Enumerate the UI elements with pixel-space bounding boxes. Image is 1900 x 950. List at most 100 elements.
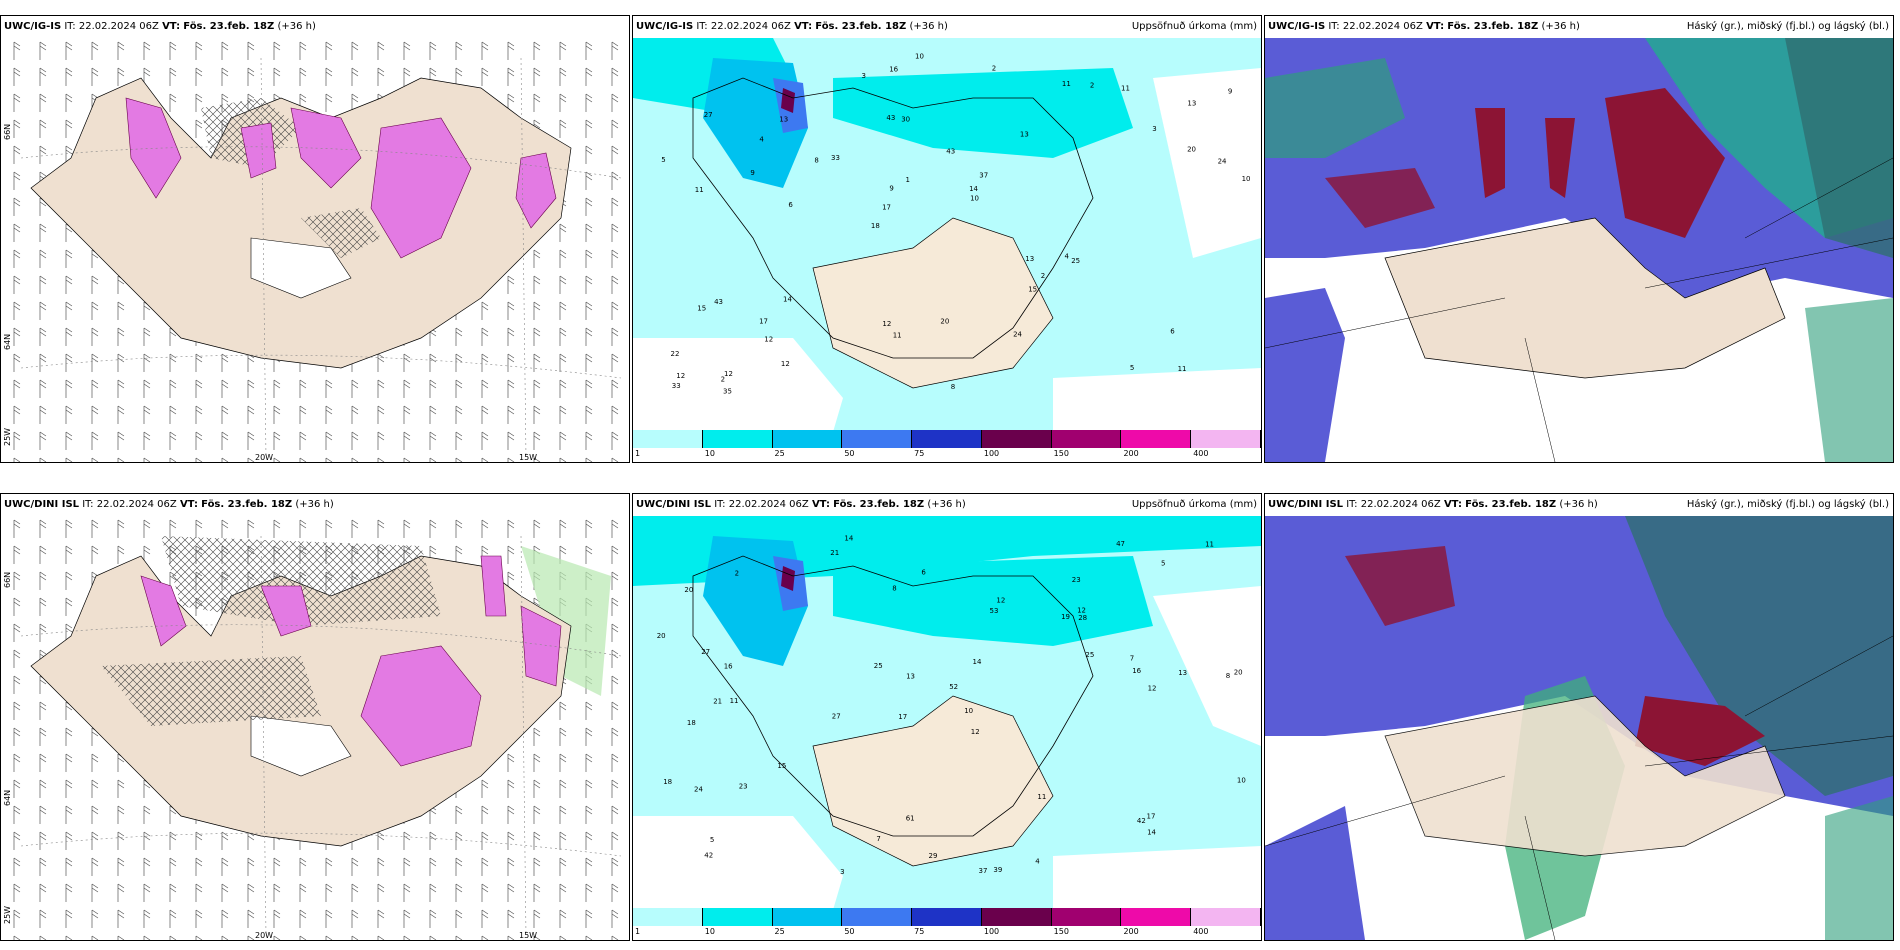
precip-value-label: 23: [739, 783, 748, 791]
precip-value-label: 17: [882, 204, 891, 212]
precip-value-label: 5: [1130, 364, 1134, 372]
precip-value-label: 18: [663, 778, 672, 786]
precip-value-label: 20: [1234, 669, 1243, 677]
colorbar: 1 10 25 50 75 100 150 200 400: [633, 430, 1261, 462]
colorbar-segment: [1191, 430, 1261, 448]
precip-value-label: 9: [1228, 88, 1232, 96]
precip-value-label: 15: [777, 762, 786, 770]
precip-value-label: 3: [1152, 125, 1156, 133]
panel-title: UWC/DINI ISL IT: 22.02.2024 06Z VT: Fös.…: [1265, 494, 1893, 516]
colorbar-label: 75: [914, 449, 925, 458]
colorbar-segment: [1191, 908, 1261, 926]
lat-label-66: 66N: [3, 571, 12, 588]
precip-value-label: 10: [915, 53, 924, 61]
colorbar-label: 10: [704, 449, 715, 458]
precip-value-label: 12: [1148, 684, 1157, 692]
precip-value-label: 16: [724, 663, 733, 671]
lon-label-15: 15W: [519, 453, 538, 462]
panel-precip-dini: UWC/DINI ISL IT: 22.02.2024 06Z VT: Fös.…: [632, 493, 1262, 941]
colorbar-label: 400: [1193, 927, 1209, 936]
precip-value-label: 43: [714, 298, 723, 306]
precip-value-label: 3: [862, 72, 866, 80]
precip-value-label: 39: [993, 866, 1002, 874]
colorbar-segment: [912, 908, 982, 926]
precip-title: Uppsöfnuð úrkoma (mm): [1131, 21, 1257, 32]
precip-value-label: 6: [788, 201, 793, 209]
precip-value-label: 11: [1178, 365, 1187, 373]
precip-value-label: 1: [906, 176, 910, 184]
precip-value-label: 12: [724, 370, 733, 378]
precip-value-label: 12: [1077, 607, 1086, 615]
wind-map: [1, 38, 629, 462]
panel-title: UWC/DINI ISL IT: 22.02.2024 06Z VT: Fös.…: [4, 499, 334, 510]
precip-value-label: 11: [893, 332, 902, 340]
precip-value-label: 13: [1178, 669, 1187, 677]
precip-value-label: 15: [1028, 286, 1037, 294]
precip-value-label: 18: [687, 719, 696, 727]
clouds-map: [1265, 516, 1893, 940]
precip-value-label: 11: [730, 697, 739, 705]
lon-label-25: 25W: [3, 427, 12, 446]
clouds-title: Háský (gr.), miðský (fj.bl.) og lágský (…: [1686, 499, 1889, 510]
precip-value-label: 19: [1061, 613, 1070, 621]
precip-value-label: 11: [1205, 540, 1214, 548]
colorbar-label: 200: [1123, 449, 1139, 458]
precip-value-label: 53: [990, 607, 999, 615]
precip-value-label: 8: [814, 157, 818, 165]
colorbar-label: 75: [914, 927, 925, 936]
precip-value-label: 24: [1218, 157, 1227, 165]
colorbar-segment: [912, 430, 982, 448]
precip-value-label: 18: [871, 222, 880, 230]
precip-title: Uppsöfnuð úrkoma (mm): [1131, 499, 1257, 510]
precip-value-label: 30: [901, 115, 910, 123]
precip-value-label: 2: [735, 570, 739, 578]
precip-value-label: 4: [1035, 857, 1040, 865]
colorbar-label: 50: [844, 927, 855, 936]
precip-value-label: 21: [830, 549, 839, 557]
precip-value-label: 35: [723, 388, 732, 396]
clouds-map: [1265, 38, 1893, 462]
precip-value-label: 10: [970, 195, 979, 203]
precip-value-label: 2: [721, 375, 725, 383]
precip-value-label: 7: [876, 835, 880, 843]
precip-value-label: 14: [783, 296, 792, 304]
colorbar-segment: [981, 908, 1052, 926]
precip-value-label: 2: [992, 64, 996, 72]
panel-wind-dini: UWC/DINI ISL IT: 22.02.2024 06Z VT: Fös.…: [0, 493, 630, 941]
precip-value-label: 24: [694, 786, 703, 794]
colorbar-label: 100: [983, 449, 1000, 458]
colorbar-label: 25: [774, 927, 785, 936]
colorbar-segment: [981, 430, 1052, 448]
colorbar-label: 1: [635, 449, 641, 458]
wind-map: [1, 516, 629, 940]
precip-value-label: 10: [1237, 776, 1246, 784]
precip-value-label: 2: [1041, 272, 1045, 280]
precip-value-label: 9: [889, 184, 893, 192]
precip-value-label: 12: [882, 320, 891, 328]
precip-value-label: 17: [759, 317, 768, 325]
colorbar-segment: [633, 908, 703, 926]
precip-value-label: 14: [969, 185, 978, 193]
panel-clouds-ig-is: UWC/IG-IS IT: 22.02.2024 06Z VT: Fös. 23…: [1264, 15, 1894, 463]
precip-value-label: 33: [831, 154, 840, 162]
precip-value-label: 16: [1132, 667, 1141, 675]
precip-value-label: 12: [764, 336, 773, 344]
precip-value-label: 6: [1170, 328, 1175, 336]
colorbar-label: 150: [1053, 449, 1069, 458]
colorbar-label: 1: [635, 927, 641, 936]
precip-value-label: 47: [1116, 540, 1125, 548]
precip-value-label: 27: [704, 111, 713, 119]
lon-label-25: 25W: [3, 905, 12, 924]
precip-value-label: 20: [940, 317, 949, 325]
precip-value-label: 15: [697, 305, 706, 313]
precip-value-label: 3: [840, 868, 844, 876]
precip-value-label: 25: [1085, 651, 1094, 659]
colorbar-label: 200: [1123, 927, 1139, 936]
precip-value-label: 14: [844, 534, 853, 542]
panel-title: UWC/IG-IS IT: 22.02.2024 06Z VT: Fös. 23…: [4, 21, 316, 32]
precip-value-label: 20: [1187, 146, 1196, 154]
precip-value-label: 17: [898, 713, 907, 721]
colorbar-segment: [1121, 430, 1192, 448]
precip-value-label: 7: [1130, 655, 1134, 663]
